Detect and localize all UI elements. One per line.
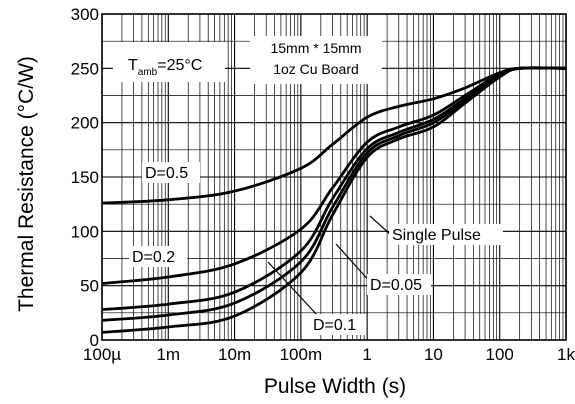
board-label-line: 15mm * 15mm [270, 40, 361, 56]
x-tick-label: 1k [557, 345, 575, 364]
leader-line-d-0-1 [267, 261, 319, 317]
x-axis-label: Pulse Width (s) [264, 375, 406, 398]
y-axis-label: Thermal Resistance (°C/W) [15, 56, 38, 312]
annotation-box-d-0-05 [367, 274, 431, 295]
annotation-box-d-0-2 [129, 246, 187, 267]
x-tick-label: 1 [362, 345, 371, 364]
y-tick-label: 50 [80, 277, 99, 296]
x-tick-label: 100m [280, 345, 323, 364]
tick-labels: 100µ 1m 10m 100m 1 10 100 1k 0 50 100 150 200 250 300 [71, 5, 575, 364]
annotation-single-pulse: Single Pulse [392, 227, 481, 244]
x-tick-label: 100µ [83, 345, 121, 364]
y-tick-label: 200 [71, 114, 99, 133]
x-tick-label: 100 [486, 345, 514, 364]
annotations: Tamb=25°C 15mm * 15mm 1oz Cu Board D=0.5 D=0… [113, 36, 503, 335]
annotation-d-0-05: D=0.05 [370, 277, 422, 294]
y-tick-label: 150 [71, 168, 99, 187]
leader-line-d-0-05 [335, 243, 373, 285]
y-tick-label: 250 [71, 59, 99, 78]
x-tick-label: 10 [424, 345, 443, 364]
ambient-label-box [113, 42, 225, 82]
annotation-d-0-5: D=0.5 [145, 165, 188, 182]
annotation-box-d-0-1 [310, 314, 366, 335]
curves [101, 66, 567, 334]
annotation-box-single-pulse [389, 224, 503, 245]
y-tick-label: 0 [90, 331, 99, 350]
x-tick-label: 1m [156, 345, 180, 364]
y-tick-label: 300 [71, 5, 99, 24]
annotation-box-d-0-5 [142, 162, 200, 183]
annotation-d-0-1: D=0.1 [313, 317, 356, 334]
x-tick-label: 10m [218, 345, 251, 364]
leader-line-single-pulse [369, 215, 391, 235]
board-label-line: 1oz Cu Board [273, 61, 359, 77]
ambient-temperature-label: Tamb=25°C [128, 57, 202, 78]
board-label-box [250, 36, 382, 84]
series-line-single-pulse [101, 66, 567, 334]
y-tick-label: 100 [71, 222, 99, 241]
plot-frame [101, 13, 567, 341]
annotation-d-0-2: D=0.2 [132, 249, 175, 266]
